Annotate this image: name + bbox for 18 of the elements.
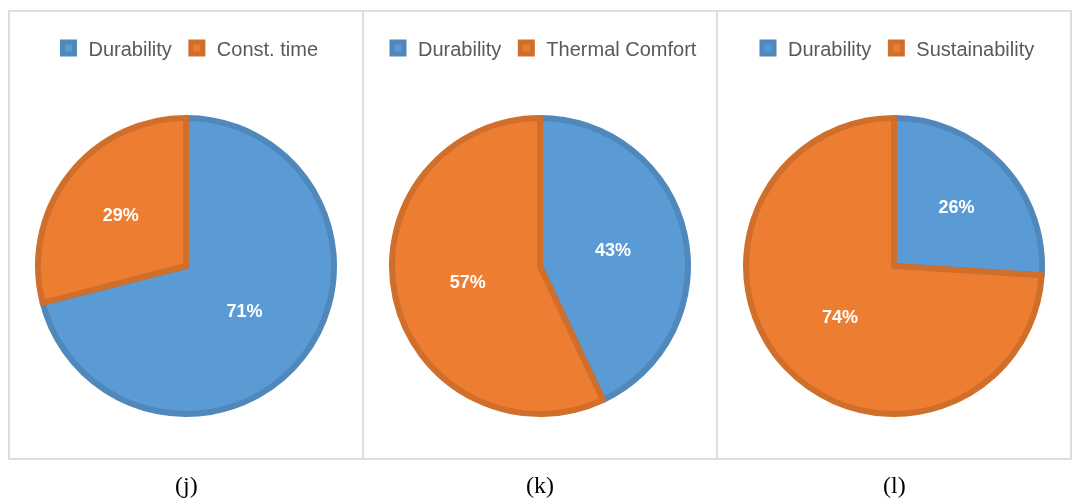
- data-label: 43%: [595, 239, 632, 260]
- legend-label: Durability: [418, 37, 502, 60]
- data-label: 74%: [822, 306, 859, 327]
- data-label: 57%: [449, 272, 486, 293]
- text: (l): [883, 472, 906, 498]
- data-label: 26%: [938, 197, 975, 218]
- text: (k): [526, 472, 554, 498]
- legend-label: Durability: [788, 37, 872, 60]
- legend-label: Const. time: [216, 37, 319, 60]
- legend-label: Thermal Comfort: [546, 37, 697, 60]
- data-label: 71%: [226, 301, 263, 322]
- pie-slice: [39, 115, 337, 417]
- text: (j): [175, 472, 198, 498]
- pie-slice: [35, 115, 189, 306]
- legend-label: Durability: [88, 37, 172, 60]
- data-label: 29%: [102, 205, 139, 226]
- legend-label: Sustainability: [916, 37, 1035, 60]
- pie-slice: [743, 115, 1045, 417]
